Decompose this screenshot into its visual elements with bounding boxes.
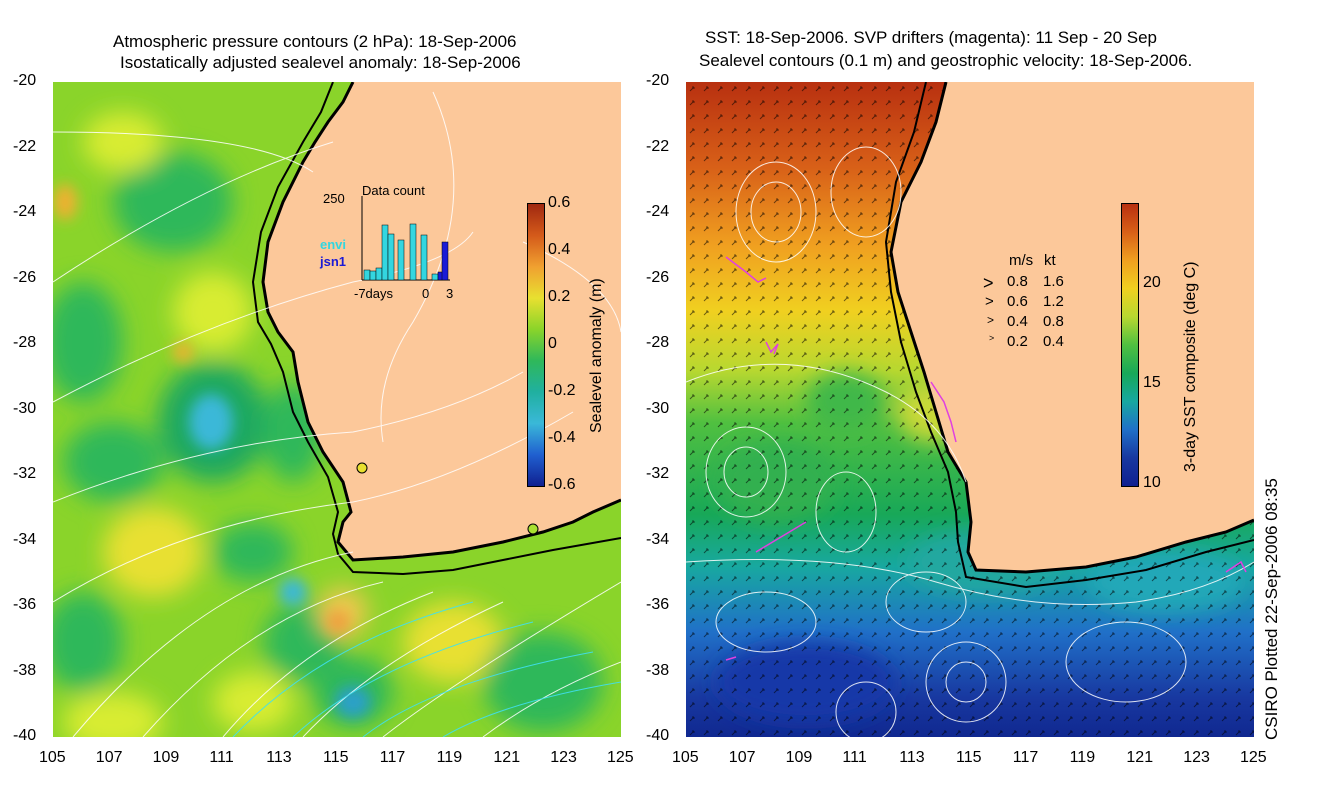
x-tick-label: 115 — [323, 749, 349, 766]
data-count-inset: Data count 250 envi jsn1 -7days 0 3 — [319, 183, 453, 301]
x-tick-label: 121 — [493, 749, 521, 766]
right-title-line2: Sealevel contours (0.1 m) and geostrophi… — [699, 51, 1193, 70]
sla-colorbar-tick: 0 — [548, 335, 557, 352]
x-tick-label: 125 — [1240, 749, 1267, 766]
y-tick-label: -32 — [646, 465, 670, 482]
y-tick-label: -26 — [13, 268, 37, 286]
inset-bar — [441, 241, 449, 281]
y-tick-label: -28 — [646, 334, 670, 351]
inset-xlabel-end: 3 — [446, 286, 453, 301]
x-tick-label: 111 — [209, 749, 234, 766]
inset-xlabel-start: -7days — [354, 286, 394, 301]
y-tick-label: -34 — [646, 530, 670, 548]
inset-bar — [381, 224, 389, 281]
inset-bar — [409, 223, 417, 281]
y-tick-label: -36 — [646, 596, 670, 613]
inset-bar — [387, 233, 395, 281]
y-tick-label: -36 — [13, 596, 37, 613]
velocity-legend-arrow: > — [983, 273, 994, 293]
velocity-legend-arrow: > — [985, 293, 994, 310]
velocity-legend-arrow: > — [987, 313, 995, 327]
sst-colorbar-tick: 20 — [1143, 274, 1161, 291]
inset-legend-jsn1: jsn1 — [319, 254, 346, 269]
x-tick-label: 119 — [1069, 749, 1096, 766]
x-tick-label: 113 — [899, 749, 925, 766]
sla-colorbar — [527, 203, 545, 487]
sst-colorbar-tick: 10 — [1143, 474, 1161, 491]
y-tick-label: -40 — [13, 727, 37, 744]
x-tick-label: 123 — [1183, 749, 1210, 766]
x-tick-label: 117 — [1012, 749, 1039, 766]
velocity-legend-kt: 1.2 — [1043, 293, 1064, 310]
y-tick-label: -34 — [13, 530, 37, 548]
sla-colorbar-tick: 0.6 — [548, 194, 571, 211]
x-tick-label: 111 — [842, 749, 867, 766]
y-tick-label: -32 — [13, 465, 37, 482]
x-tick-label: 109 — [785, 749, 813, 766]
x-tick-label: 125 — [607, 749, 634, 766]
inset-ymax: 250 — [323, 191, 345, 206]
x-tick-label: 123 — [550, 749, 577, 766]
x-tick-label: 121 — [1126, 749, 1154, 766]
inset-bar — [431, 273, 439, 281]
left-title-line2: Isostatically adjusted sealevel anomaly:… — [120, 53, 521, 72]
y-tick-label: -22 — [13, 137, 37, 155]
y-tick-label: -30 — [13, 399, 37, 417]
inset-legend-envi: envi — [320, 237, 346, 252]
y-tick-label: -22 — [646, 137, 670, 155]
inset-bar — [420, 234, 428, 281]
inset-bar — [397, 239, 405, 281]
y-tick-label: -38 — [646, 661, 670, 679]
sst-colorbar-label: 3-day SST composite (deg C) — [1182, 261, 1199, 472]
y-tick-label: -20 — [13, 72, 37, 89]
left-title-line1: Atmospheric pressure contours (2 hPa): 1… — [113, 32, 517, 51]
velocity-legend-ms-header: m/s — [1009, 252, 1034, 269]
x-tick-label: 105 — [672, 749, 699, 766]
right-map-sst — [686, 82, 1254, 737]
right-title-line1: SST: 18-Sep-2006. SVP drifters (magenta)… — [705, 28, 1158, 47]
left-map-sla — [53, 82, 621, 737]
inset-xlabel-zero: 0 — [422, 286, 429, 301]
x-tick-label: 113 — [266, 749, 292, 766]
velocity-legend-kt: 0.4 — [1043, 333, 1064, 350]
x-tick-label: 105 — [39, 749, 66, 766]
sst-colorbar — [1121, 203, 1139, 487]
velocity-legend-kt: 0.8 — [1043, 313, 1064, 330]
sst-colorbar-tick: 15 — [1143, 374, 1161, 391]
y-tick-label: -30 — [646, 399, 670, 417]
sla-colorbar-tick: -0.6 — [548, 476, 576, 493]
inset-bar — [369, 270, 377, 281]
sla-colorbar-tick: -0.4 — [548, 429, 576, 446]
velocity-legend-arrow: > — [989, 333, 995, 343]
velocity-legend-ms: 0.2 — [1007, 333, 1028, 350]
y-tick-label: -26 — [646, 268, 670, 286]
y-tick-label: -40 — [646, 727, 670, 744]
y-tick-label: -20 — [646, 72, 670, 89]
x-tick-label: 107 — [95, 749, 123, 766]
sla-colorbar-tick: -0.2 — [548, 382, 576, 399]
velocity-legend-kt: 1.6 — [1043, 273, 1064, 290]
y-tick-label: -28 — [13, 334, 37, 351]
x-tick-label: 119 — [436, 749, 463, 766]
x-tick-label: 107 — [728, 749, 756, 766]
sla-colorbar-tick: 0.2 — [548, 288, 571, 305]
velocity-legend-ms: 0.4 — [1007, 313, 1028, 330]
inset-bar — [363, 269, 371, 281]
sla-colorbar-tick: 0.4 — [548, 241, 571, 258]
inset-bar — [375, 267, 383, 281]
x-tick-label: 109 — [152, 749, 180, 766]
y-tick-label: -38 — [13, 661, 37, 679]
x-tick-label: 117 — [379, 749, 406, 766]
velocity-legend-ms: 0.8 — [1007, 273, 1028, 290]
y-tick-label: -24 — [646, 203, 670, 220]
velocity-legend-ms: 0.6 — [1007, 293, 1028, 310]
sla-colorbar-label: Sealevel anomaly (m) — [588, 278, 605, 433]
velocity-legend-kt-header: kt — [1044, 252, 1056, 269]
x-tick-label: 115 — [956, 749, 982, 766]
inset-title: Data count — [362, 183, 425, 198]
plot-credit: CSIRO Plotted 22-Sep-2006 08:35 — [1262, 478, 1281, 740]
y-tick-label: -24 — [13, 203, 37, 220]
